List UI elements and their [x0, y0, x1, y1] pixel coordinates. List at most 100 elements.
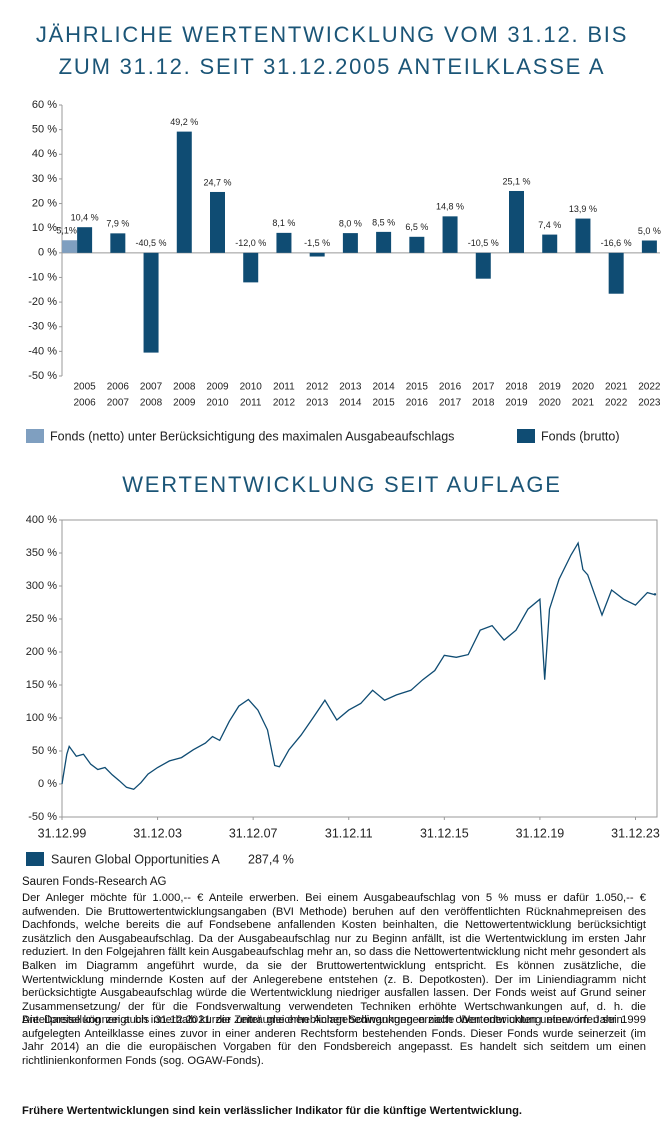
- value-label: -16,6 %: [601, 238, 632, 248]
- y-tick-label: 350 %: [26, 547, 57, 559]
- y-tick-label: -40 %: [28, 345, 57, 357]
- y-tick-label: 10 %: [32, 222, 57, 234]
- x-tick-label: 2010: [240, 382, 263, 393]
- bar: [77, 227, 93, 253]
- legend-value: 287,4 %: [248, 852, 294, 866]
- bar: [276, 232, 292, 253]
- value-label: 8,1 %: [272, 218, 295, 228]
- bar: [475, 252, 491, 279]
- chart-title: ZUM 31.12. SEIT 31.12.2005 ANTEILKLASSE …: [59, 54, 606, 79]
- value-label: -10,5 %: [468, 238, 499, 248]
- x-tick-label: 2014: [339, 398, 362, 409]
- x-tick-label: 2016: [406, 398, 429, 409]
- value-label: 14,8 %: [436, 202, 464, 212]
- x-tick-label: 2019: [505, 398, 528, 409]
- y-tick-label: 50 %: [32, 124, 57, 136]
- bar: [309, 252, 325, 257]
- y-tick-label: 400 %: [26, 514, 57, 526]
- chart-title: JÄHRLICHE WERTENTWICKLUNG VOM 31.12. BIS: [36, 22, 628, 47]
- value-label: 24,7 %: [203, 177, 231, 187]
- y-tick-label: 0 %: [38, 778, 57, 790]
- x-tick-label: 2021: [572, 398, 595, 409]
- y-tick-label: 0 %: [38, 247, 57, 259]
- x-tick-label: 2017: [439, 398, 462, 409]
- bar: [243, 252, 259, 283]
- x-tick-label: 2011: [240, 398, 262, 409]
- chart-title: WERTENTWICKLUNG SEIT AUFLAGE: [122, 472, 562, 497]
- x-tick-label: 2022: [605, 398, 628, 409]
- x-tick-label: 2015: [406, 382, 429, 393]
- y-tick-label: 20 %: [32, 197, 57, 209]
- x-tick-label: 2012: [273, 398, 296, 409]
- plot-frame: [61, 519, 658, 818]
- x-tick-label: 2010: [206, 398, 229, 409]
- x-tick-label: 2017: [472, 382, 495, 393]
- paragraph: Der Anleger möchte für 1.000,-- € Anteil…: [22, 892, 646, 1027]
- y-tick-label: 300 %: [26, 580, 57, 592]
- value-label: 13,9 %: [569, 204, 597, 214]
- bar: [509, 190, 524, 253]
- value-label: 10,4 %: [71, 213, 99, 223]
- x-tick-label: 2016: [439, 382, 462, 393]
- x-tick-label: 2022: [638, 382, 661, 393]
- value-label: 49,2 %: [170, 117, 198, 127]
- y-tick-label: -20 %: [28, 296, 57, 308]
- bar: [376, 231, 392, 253]
- x-tick-label: 2011: [273, 382, 295, 393]
- y-tick-label: 250 %: [26, 613, 57, 625]
- x-tick-label: 2018: [472, 398, 495, 409]
- value-label: 8,0 %: [339, 218, 362, 228]
- x-tick-label: 2020: [572, 382, 595, 393]
- bar: [409, 236, 425, 253]
- y-tick-label: -10 %: [28, 271, 57, 283]
- x-tick-label: 31.12.03: [133, 826, 182, 840]
- x-tick-label: 2014: [372, 382, 395, 393]
- x-tick-label: 2008: [173, 382, 196, 393]
- end-marker: [653, 593, 657, 596]
- x-tick-label: 2013: [306, 398, 329, 409]
- x-tick-label: 2005: [73, 382, 96, 393]
- bar: [210, 191, 225, 253]
- value-label: 6,5 %: [405, 222, 428, 232]
- paragraph: Die Darstellung zeigt bis 31.12.2021 die…: [22, 1014, 646, 1067]
- x-tick-label: 2018: [505, 382, 528, 393]
- legend-swatch: [517, 429, 535, 443]
- x-tick-label: 31.12.23: [611, 826, 660, 840]
- x-tick-label: 2019: [539, 382, 562, 393]
- y-tick-label: -50 %: [28, 370, 57, 382]
- x-tick-label: 2020: [539, 398, 562, 409]
- x-tick-label: 2012: [306, 382, 329, 393]
- x-tick-label: 2009: [173, 398, 196, 409]
- y-tick-label: 200 %: [26, 646, 57, 658]
- x-tick-label: 2008: [140, 398, 163, 409]
- y-tick-label: -30 %: [28, 321, 57, 333]
- legend-swatch: [26, 852, 44, 866]
- x-tick-label: 2013: [339, 382, 362, 393]
- bar: [110, 233, 126, 253]
- value-label: 8,5 %: [372, 217, 395, 227]
- y-tick-label: 30 %: [32, 173, 57, 185]
- y-tick-label: 150 %: [26, 679, 57, 691]
- disclaimer: Frühere Wertentwicklungen sind kein verl…: [22, 1105, 523, 1117]
- bar: [542, 234, 558, 253]
- x-tick-label: 31.12.15: [420, 826, 469, 840]
- value-label: 25,1 %: [502, 176, 530, 186]
- x-tick-label: 2015: [372, 398, 395, 409]
- bar: [62, 240, 78, 253]
- x-tick-label: 2007: [140, 382, 163, 393]
- x-tick-label: 31.12.99: [38, 826, 87, 840]
- source: Sauren Fonds-Research AG: [22, 876, 167, 888]
- value-label: -12,0 %: [235, 238, 266, 248]
- x-tick-label: 31.12.07: [229, 826, 278, 840]
- value-label: 5,0 %: [638, 226, 661, 236]
- line: [61, 541, 655, 791]
- x-tick-label: 31.12.11: [325, 826, 373, 840]
- value-label: -40,5 %: [136, 238, 167, 248]
- y-tick-label: 50 %: [32, 745, 57, 757]
- bar: [575, 218, 591, 253]
- y-tick-label: 100 %: [26, 712, 57, 724]
- value-label: -1,5 %: [304, 238, 330, 248]
- y-tick-label: 60 %: [32, 99, 57, 111]
- x-tick-label: 2007: [107, 398, 130, 409]
- legend-label: Fonds (brutto): [541, 429, 620, 443]
